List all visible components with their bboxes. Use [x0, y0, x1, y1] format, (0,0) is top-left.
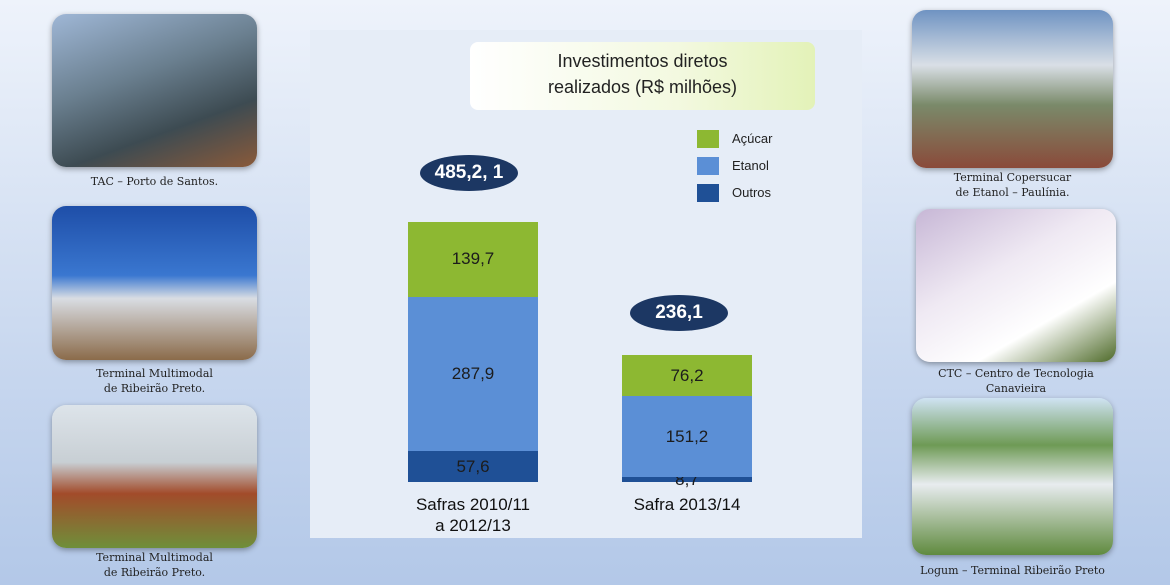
caption-line: Terminal Copersucar	[953, 171, 1072, 184]
legend-swatch	[697, 157, 719, 175]
photo-caption: Terminal Multimodal de Ribeirão Preto.	[52, 550, 257, 580]
caption-line: TAC – Porto de Santos.	[90, 175, 219, 188]
x-tick-label: Safras 2010/11 a 2012/13	[373, 494, 573, 536]
chart-title: Investimentos diretos realizados (R$ mil…	[470, 48, 815, 100]
caption-line: CTC – Centro de Tecnologia	[938, 367, 1094, 380]
photo-caption: Logum – Terminal Ribeirão Preto	[912, 563, 1113, 578]
caption-line: de Ribeirão Preto.	[103, 382, 206, 395]
legend-label: Açúcar	[732, 131, 773, 146]
legend-swatch	[697, 130, 719, 148]
total-annotation: 485,2, 1	[420, 155, 518, 191]
bar-segment	[622, 477, 752, 482]
caption-line: de Etanol – Paulínia.	[955, 186, 1070, 199]
value-label: 151,2	[665, 426, 709, 446]
bar-segment	[622, 355, 752, 397]
chart-panel	[310, 30, 862, 538]
photo-caption: CTC – Centro de Tecnologia Canavieira	[916, 366, 1116, 396]
bar-segment	[408, 296, 538, 452]
photo-caption: Terminal Multimodal de Ribeirão Preto.	[52, 366, 257, 396]
legend-label: Etanol	[732, 158, 769, 173]
x-tick-label: Safra 2013/14	[587, 494, 787, 515]
bar-segment	[408, 451, 538, 482]
photo	[52, 206, 257, 360]
caption-line: de Ribeirão Preto.	[103, 566, 206, 579]
title-line: Investimentos diretos	[557, 51, 728, 71]
legend-label: Outros	[732, 185, 772, 200]
legend-swatch	[697, 184, 719, 202]
bar-segment	[408, 221, 538, 297]
caption-line: Terminal Multimodal	[96, 551, 213, 564]
value-label: 287,9	[451, 363, 495, 383]
caption-line: Terminal Multimodal	[96, 367, 213, 380]
title-box	[470, 42, 815, 110]
total-annotation: 236,1	[630, 295, 728, 331]
photo-caption: TAC – Porto de Santos.	[52, 174, 257, 189]
value-label: 139,7	[451, 249, 495, 269]
caption-line: Logum – Terminal Ribeirão Preto	[920, 564, 1105, 577]
photo-caption: Terminal Copersucar de Etanol – Paulínia.	[912, 170, 1113, 200]
x-tick-label-line: a 2012/13	[435, 516, 511, 535]
photo	[912, 10, 1113, 168]
caption-line: Canavieira	[985, 382, 1047, 395]
photo	[916, 209, 1116, 362]
photo	[52, 405, 257, 548]
value-label: 57,6	[456, 456, 490, 476]
x-tick-label-line: Safras 2010/11	[415, 495, 531, 514]
bar-segment	[622, 396, 752, 478]
photo	[52, 14, 257, 167]
x-tick-label-line: Safra 2013/14	[633, 495, 741, 514]
photo	[912, 398, 1113, 555]
value-label: 76,2	[670, 365, 704, 385]
title-line: realizados (R$ milhões)	[547, 77, 738, 97]
